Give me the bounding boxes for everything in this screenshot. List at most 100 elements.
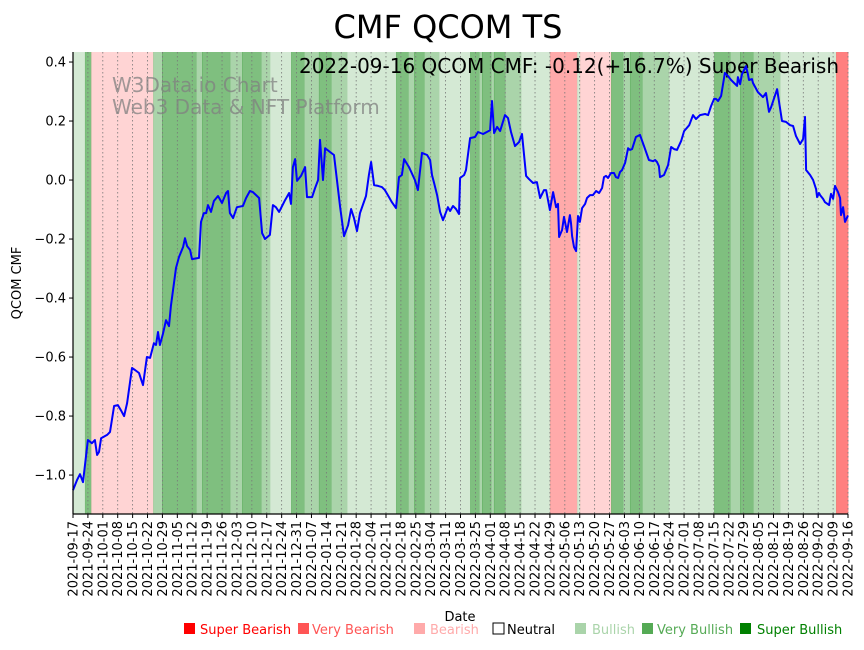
legend-label: Super Bullish — [757, 623, 842, 638]
x-tick-label: 2022-06-10 — [633, 521, 648, 597]
x-tick-label: 2022-06-24 — [663, 521, 678, 597]
watermark-line-2: Web3 Data & NFT Platform — [112, 95, 380, 119]
x-tick-label: 2022-01-21 — [335, 521, 350, 597]
x-tick-label: 2021-09-17 — [67, 521, 82, 597]
x-tick-label: 2022-03-04 — [424, 521, 439, 597]
x-tick-label: 2022-07-08 — [692, 521, 707, 597]
band-bullish — [438, 52, 471, 514]
axes: 2021-09-17 2021-09-24 2021-10-01 2021-10-08… — [34, 52, 857, 597]
x-tick-label: 2022-04-01 — [484, 521, 499, 597]
band-super-bullish — [482, 52, 492, 514]
x-axis-label: Date — [444, 610, 475, 625]
chart-title: CMF QCOM TS — [334, 8, 563, 46]
legend-item-very-bearish: Very Bearish — [298, 623, 394, 638]
legend: Super Bearish Very Bearish Bearish Neutral B… — [184, 622, 842, 638]
band-super-bullish — [84, 52, 92, 514]
band-very-bearish — [549, 52, 578, 514]
band-bullish — [347, 52, 397, 514]
x-tick-label: 2021-10-29 — [156, 521, 171, 597]
x-tick-label: 2022-09-09 — [827, 521, 842, 597]
x-tick-label: 2022-02-11 — [379, 521, 394, 597]
x-tick-label: 2021-12-17 — [260, 521, 275, 597]
x-tick-label: 2021-11-12 — [186, 521, 201, 597]
band-bullish — [780, 52, 837, 514]
x-tick-label: 2021-10-08 — [111, 521, 126, 597]
band-very-bullish — [504, 52, 522, 514]
y-tick-label: −0.6 — [34, 351, 66, 366]
x-tick-label: 2021-11-19 — [201, 521, 216, 597]
legend-item-bullish: Bullish — [575, 623, 635, 638]
x-tick-label: 2022-05-06 — [558, 521, 573, 597]
cmf-line — [72, 65, 849, 491]
band-super-bullish — [202, 52, 231, 514]
legend-label: Very Bearish — [312, 623, 394, 638]
x-tick-label: 2022-08-26 — [797, 521, 812, 597]
x-tick-label: 2022-04-08 — [499, 521, 514, 597]
legend-swatch — [414, 623, 425, 634]
x-tick-label: 2022-02-18 — [394, 521, 409, 597]
x-tick-label: 2022-06-03 — [618, 521, 633, 597]
x-tick-label: 2022-01-28 — [350, 521, 365, 597]
x-tick-label: 2022-07-15 — [707, 521, 722, 597]
band-very-bullish — [331, 52, 348, 514]
band-very-bullish — [753, 52, 781, 514]
band-super-bullish — [493, 52, 506, 514]
x-tick-label: 2021-10-22 — [141, 521, 156, 597]
band-bullish — [269, 52, 292, 514]
x-tick-label: 2022-03-25 — [469, 521, 484, 597]
legend-label: Very Bullish — [657, 623, 733, 638]
x-tick-label: 2022-08-19 — [782, 521, 797, 597]
x-tick-label: 2021-12-10 — [245, 521, 260, 597]
x-tick-label: 2022-05-13 — [573, 521, 588, 597]
y-tick-label: −0.4 — [34, 292, 66, 307]
band-very-bullish — [229, 52, 243, 514]
band-super-bullish — [611, 52, 624, 514]
x-tick-label: 2021-12-31 — [290, 521, 305, 597]
band-super-bullish — [318, 52, 332, 514]
legend-swatch — [575, 623, 586, 634]
x-tick-label: 2021-11-05 — [171, 521, 186, 597]
y-tick-label: −1.0 — [34, 469, 66, 484]
x-tick-label: 2022-07-29 — [737, 521, 752, 597]
x-tick-label: 2021-09-24 — [81, 521, 96, 597]
x-tick-label: 2022-03-11 — [439, 521, 454, 597]
band-very-bullish — [479, 52, 483, 514]
x-tick-label: 2022-08-12 — [767, 521, 782, 597]
x-tick-label: 2022-05-27 — [603, 521, 618, 597]
x-tick-label: 2022-09-02 — [812, 521, 827, 597]
band-very-bullish — [730, 52, 741, 514]
x-tick-label: 2022-05-20 — [588, 521, 603, 597]
y-tick-label: −0.2 — [34, 233, 66, 248]
x-tick-label: 2022-06-17 — [648, 521, 663, 597]
legend-item-bearish: Bearish — [414, 623, 479, 638]
band-very-bullish — [642, 52, 670, 514]
x-tick-label: 2022-04-15 — [514, 521, 529, 597]
legend-label: Super Bearish — [200, 623, 291, 638]
band-very-bullish — [408, 52, 415, 514]
band-very-bullish — [622, 52, 631, 514]
legend-label: Neutral — [507, 623, 555, 638]
band-very-bullish — [490, 52, 495, 514]
y-tick-label: 0.4 — [45, 56, 66, 71]
y-tick-label: 0.2 — [45, 115, 66, 130]
x-tick-label: 2021-10-01 — [96, 521, 111, 597]
legend-item-very-bullish: Very Bullish — [642, 623, 733, 638]
cmf-series — [72, 65, 849, 491]
x-tick-label: 2022-03-18 — [454, 521, 469, 597]
legend-swatch — [298, 623, 309, 634]
band-bullish — [520, 52, 551, 514]
band-super-bullish — [740, 52, 754, 514]
band-bearish — [579, 52, 612, 514]
legend-swatch — [740, 623, 751, 634]
band-very-bullish — [261, 52, 271, 514]
x-tick-label: 2022-04-29 — [543, 521, 558, 597]
legend-item-super-bearish: Super Bearish — [184, 623, 291, 638]
band-bullish — [73, 52, 86, 514]
y-tick-label: 0.0 — [45, 174, 66, 189]
band-super-bullish — [161, 52, 197, 514]
x-tick-label: 2022-07-22 — [722, 521, 737, 597]
signal-bands — [73, 52, 849, 514]
band-very-bullish — [304, 52, 320, 514]
band-bullish — [576, 52, 581, 514]
